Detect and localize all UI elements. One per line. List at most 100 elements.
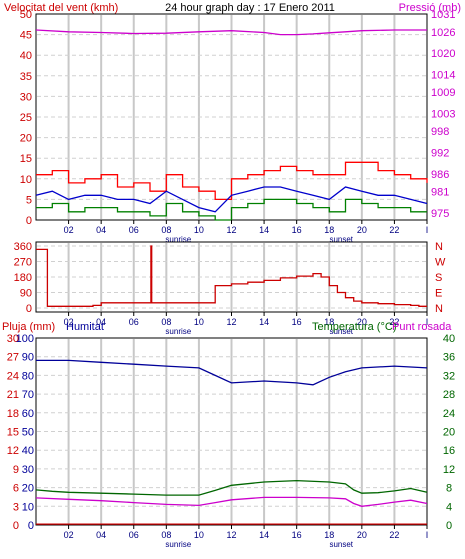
y-tick-label-right: 1031: [431, 9, 455, 21]
x-tick-label: 18: [324, 225, 334, 235]
x-tick-label: 18: [324, 530, 334, 540]
y-tick-label-left: 270: [14, 257, 32, 269]
x-tick-label: I: [426, 225, 429, 235]
y-tick-label-humidity: 90: [22, 352, 34, 364]
x-tick-label: 08: [161, 530, 171, 540]
dewpoint-axis-title: Punt rosada: [392, 321, 452, 333]
y-tick-label-right: 981: [431, 187, 449, 199]
y-tick-label-rain: 21: [7, 389, 19, 401]
x-tick-label: 08: [161, 317, 171, 327]
compass-label: N: [435, 303, 443, 315]
y-tick-label-right: 36: [443, 352, 455, 364]
y-tick-label-right: 1014: [431, 69, 455, 81]
compass-label: W: [435, 257, 446, 269]
y-tick-label-rain: 24: [7, 370, 19, 382]
y-tick-label-rain: 9: [13, 464, 19, 476]
x-annotation-sunset: sunset: [329, 235, 353, 244]
y-tick-label-left: 180: [14, 272, 32, 284]
x-tick-label: I: [426, 530, 429, 540]
y-tick-label-left: 90: [20, 288, 32, 300]
x-tick-label: I: [426, 317, 429, 327]
x-tick-label: 12: [226, 317, 236, 327]
x-tick-label: 16: [292, 317, 302, 327]
y-tick-label-right: 4: [446, 501, 452, 513]
y-tick-label-humidity: 60: [22, 408, 34, 420]
series-line-punt-rosada: [35, 496, 428, 507]
x-tick-label: 20: [357, 530, 367, 540]
y-tick-label-right: 1026: [431, 27, 455, 39]
x-annotation-sunrise: sunrise: [165, 540, 191, 549]
series-line-temperatura: [35, 479, 428, 496]
y-tick-label-rain: 3: [13, 501, 19, 513]
humidity-axis-title: Humitat: [66, 321, 104, 333]
y-tick-label-rain: 12: [7, 445, 19, 457]
series-line-pressió: [35, 29, 427, 36]
y-tick-label-right: 998: [431, 126, 449, 138]
y-tick-label-humidity: 50: [22, 427, 34, 439]
y-tick-label-rain: 6: [13, 483, 19, 495]
x-tick-label: 16: [292, 530, 302, 540]
y-tick-label-rain: 15: [7, 427, 19, 439]
x-tick-label: 04: [96, 317, 106, 327]
y-tick-label-right: 32: [443, 370, 455, 382]
y-tick-label-right: 0: [446, 520, 452, 532]
y-tick-label-humidity: 0: [28, 520, 34, 532]
y-tick-label-left: 45: [20, 30, 32, 42]
x-tick-label: 14: [259, 317, 269, 327]
x-tick-label: 16: [292, 225, 302, 235]
x-tick-label: 22: [389, 530, 399, 540]
compass-label: S: [435, 272, 442, 284]
y-tick-label-rain: 27: [7, 352, 19, 364]
temperature-axis-title: Temperatura (°C): [312, 321, 396, 333]
y-tick-label-left: 25: [20, 112, 32, 124]
x-tick-label: 12: [226, 225, 236, 235]
y-tick-label-left: 15: [20, 153, 32, 165]
y-tick-label-humidity: 100: [16, 333, 34, 345]
x-tick-label: 06: [129, 225, 139, 235]
x-tick-label: 10: [194, 225, 204, 235]
series-line-speed: [35, 186, 428, 213]
x-tick-label: 14: [259, 225, 269, 235]
x-tick-label: 04: [96, 225, 106, 235]
y-tick-label-humidity: 30: [22, 464, 34, 476]
x-tick-label: 22: [389, 317, 399, 327]
y-tick-label-left: 360: [14, 241, 32, 253]
x-tick-label: 20: [357, 317, 367, 327]
y-tick-label-right: 12: [443, 464, 455, 476]
x-annotation-sunrise: sunrise: [165, 327, 191, 336]
rain-axis-title: Pluja (mm): [2, 321, 55, 333]
y-tick-label-right: 1003: [431, 108, 455, 120]
y-tick-label-left: 40: [20, 50, 32, 62]
temperature-humidity-panel: 0369121518212427300102030405060708090100…: [2, 321, 455, 549]
y-tick-label-right: 16: [443, 445, 455, 457]
y-tick-label-rain: 18: [7, 408, 19, 420]
y-tick-label-left: 20: [20, 133, 32, 145]
y-tick-label-left: 0: [26, 303, 32, 315]
series-line-gust: [36, 161, 428, 201]
y-tick-label-left: 10: [20, 174, 32, 186]
chart-title: 24 hour graph day : 17 Enero 2011: [165, 2, 335, 14]
x-annotation-sunset: sunset: [329, 540, 353, 549]
y-tick-label-right: 986: [431, 169, 449, 181]
x-annotation-sunset: sunset: [329, 327, 353, 336]
y-tick-label-left: 5: [26, 194, 32, 206]
y-tick-label-right: 8: [446, 483, 452, 495]
y-tick-label-left: 30: [20, 91, 32, 103]
y-tick-label-right: 1020: [431, 48, 455, 60]
x-annotation-sunrise: sunrise: [165, 235, 191, 244]
y-tick-label-left: 35: [20, 71, 32, 83]
y-tick-label-rain: 30: [7, 333, 19, 345]
y-tick-label-humidity: 40: [22, 445, 34, 457]
y-tick-label-right: 1009: [431, 87, 455, 99]
x-tick-label: 02: [64, 317, 74, 327]
x-tick-label: 12: [226, 530, 236, 540]
y-tick-label-humidity: 20: [22, 483, 34, 495]
series-line-lull: [36, 198, 427, 221]
y-tick-label-humidity: 10: [22, 501, 34, 513]
y-tick-label-rain: 0: [13, 520, 19, 532]
compass-label: N: [435, 241, 443, 253]
wind-pressure-panel: 0 5 10 15 20 25 30 35 40 45 50 975 981 986 992 998 1003 1…: [4, 2, 461, 244]
y-tick-label-left: 50: [20, 9, 32, 21]
